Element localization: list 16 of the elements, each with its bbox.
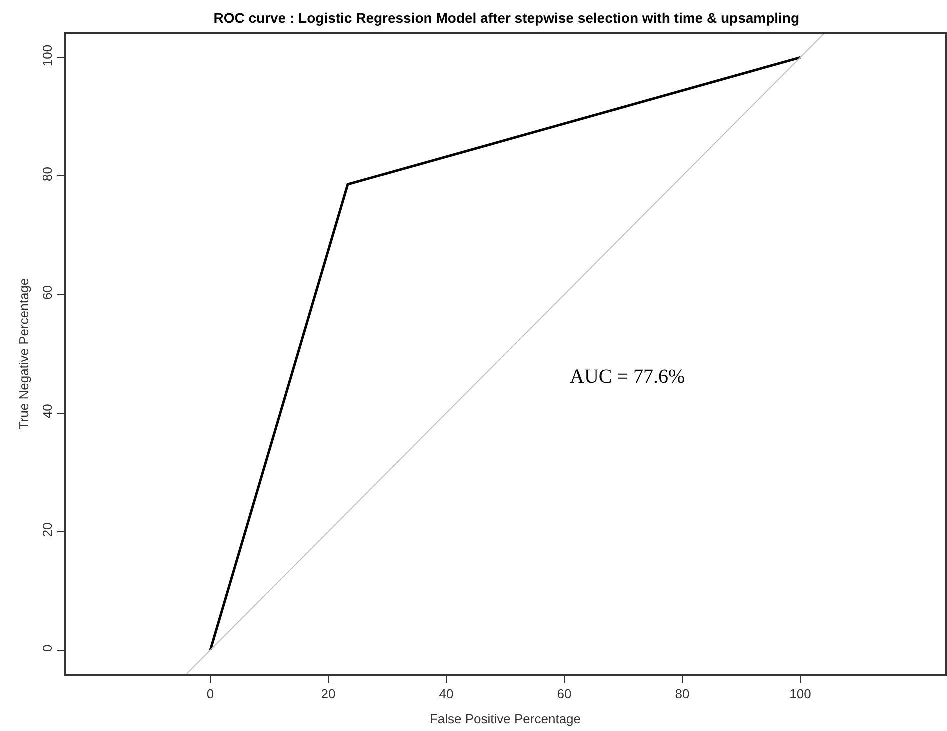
y-tick-label: 100 [40,44,56,67]
x-tick-label: 80 [675,686,690,702]
y-tick-label: 80 [40,167,56,182]
y-axis-title: True Negative Percentage [16,278,32,430]
y-tick-label: 20 [40,522,56,538]
y-tick-label: 40 [40,404,56,419]
x-tick-label: 20 [321,686,336,702]
x-tick-label: 0 [206,686,214,702]
x-tick-label: 100 [790,686,812,702]
x-tick-label: 40 [439,686,454,702]
x-axis-title: False Positive Percentage [430,711,582,726]
y-tick-label: 0 [40,644,56,652]
x-tick-label: 60 [557,686,572,702]
chart-title: ROC curve : Logistic Regression Model after stepwise selection with time & upsampling [214,10,800,26]
y-tick-label: 60 [40,286,56,300]
annotation: AUC = 77.6% [570,366,686,388]
